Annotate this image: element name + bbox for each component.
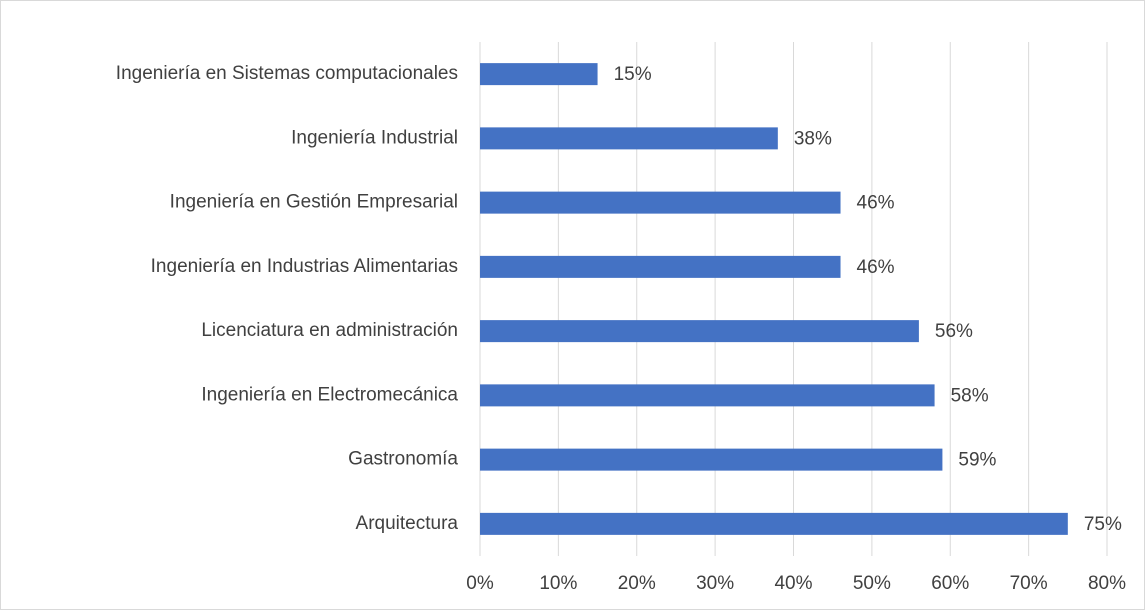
bar bbox=[480, 320, 919, 343]
data-label: 46% bbox=[857, 193, 895, 214]
bar bbox=[480, 191, 841, 214]
bar bbox=[480, 255, 841, 278]
y-tick-label: Gastronomía bbox=[348, 449, 458, 470]
x-tick-label: 80% bbox=[1088, 573, 1126, 594]
y-tick-label: Arquitectura bbox=[356, 513, 459, 534]
data-label: 46% bbox=[857, 257, 895, 278]
x-tick-label: 0% bbox=[466, 573, 494, 594]
bar bbox=[480, 127, 778, 150]
y-tick-label: Ingeniería en Industrias Alimentarias bbox=[151, 256, 458, 277]
data-label: 75% bbox=[1084, 514, 1122, 535]
x-tick-label: 70% bbox=[1010, 573, 1048, 594]
x-tick-label: 50% bbox=[853, 573, 891, 594]
x-tick-label: 30% bbox=[696, 573, 734, 594]
data-label: 38% bbox=[794, 128, 832, 149]
x-tick-label: 10% bbox=[539, 573, 577, 594]
y-tick-label: Ingeniería Industrial bbox=[291, 127, 458, 148]
y-tick-label: Ingeniería en Gestión Empresarial bbox=[170, 192, 458, 213]
bar bbox=[480, 448, 943, 471]
y-tick-label: Ingeniería en Sistemas computacionales bbox=[116, 63, 458, 84]
y-tick-label: Licenciatura en administración bbox=[201, 320, 458, 341]
x-tick-label: 40% bbox=[774, 573, 812, 594]
data-label: 15% bbox=[614, 64, 652, 85]
data-label: 59% bbox=[958, 450, 996, 471]
y-tick-label: Ingeniería en Electromecánica bbox=[201, 384, 458, 405]
data-label: 56% bbox=[935, 321, 973, 342]
data-label: 58% bbox=[951, 385, 989, 406]
bar bbox=[480, 384, 935, 407]
x-tick-label: 20% bbox=[618, 573, 656, 594]
bar bbox=[480, 63, 598, 86]
bar bbox=[480, 512, 1068, 535]
x-tick-label: 60% bbox=[931, 573, 969, 594]
